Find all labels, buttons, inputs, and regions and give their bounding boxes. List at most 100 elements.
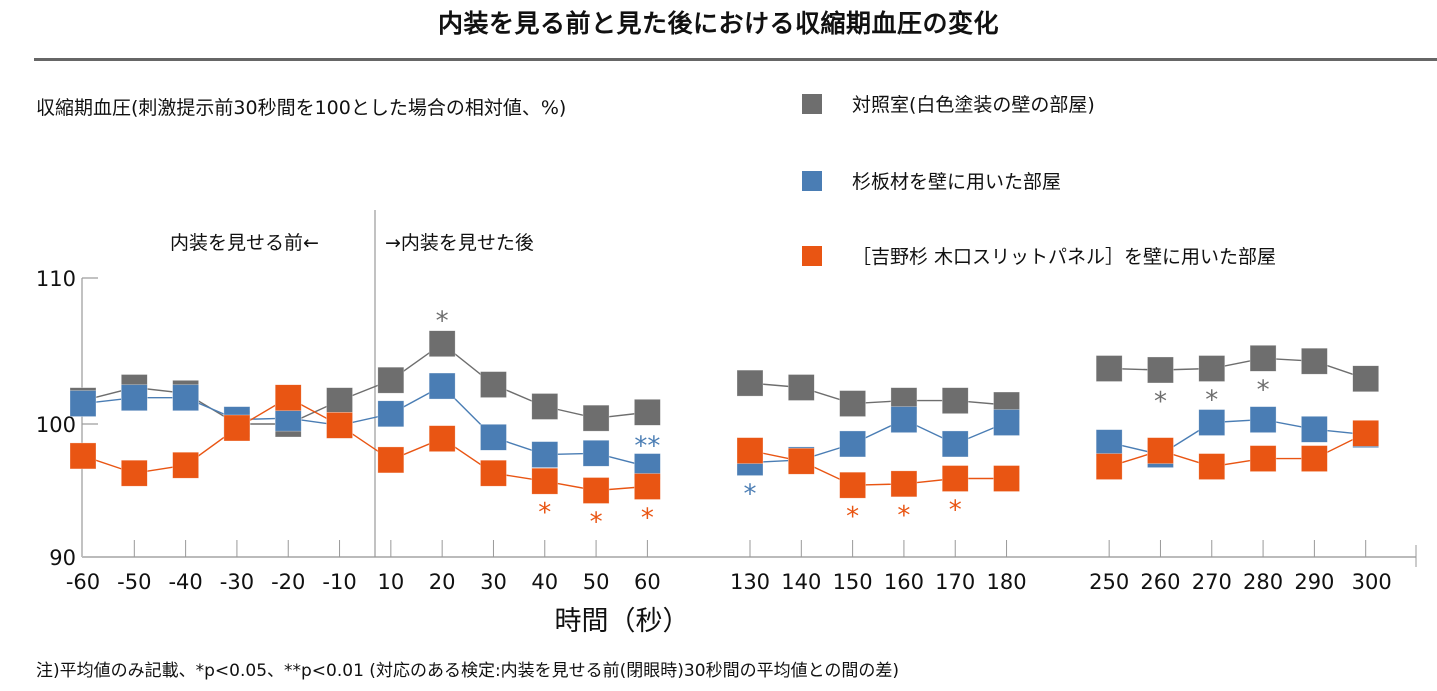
data-point-1 [1301,416,1328,443]
data-point-2 [274,384,302,412]
data-point-0 [480,371,507,398]
series-line-0 [82,342,648,425]
data-point-1 [993,409,1020,436]
data-point-1 [121,384,148,412]
data-point-2 [1301,445,1328,472]
significance-mark: * [1205,386,1218,416]
data-point-1 [1095,429,1123,456]
legend-swatch-slit-panel [802,246,822,266]
x-tick-label: 30 [480,570,507,594]
data-point-1 [890,406,918,433]
data-point-0 [941,387,969,414]
data-point-0 [839,390,866,417]
x-tick-label: -60 [66,570,100,594]
data-point-1 [531,441,559,468]
significance-mark: * [744,480,757,510]
x-axis-title: 時間（秒） [555,606,690,637]
significance-mark: * [436,307,449,337]
data-point-2 [941,465,969,492]
data-point-2 [69,442,97,470]
legend-swatch-cedar-board [802,171,822,191]
data-point-2 [736,437,764,464]
x-tick-label: 260 [1140,570,1180,594]
x-tick-label: 150 [833,570,873,594]
data-point-1 [1249,406,1277,433]
data-point-2 [377,446,405,474]
x-tick-label: -50 [117,570,151,594]
data-point-0 [1301,347,1328,375]
title-divider [34,58,1437,61]
significance-mark: * [897,501,910,531]
chart-title: 内装を見る前と見た後における収縮期血圧の変化 [437,9,999,38]
data-point-2 [223,414,251,442]
x-tick-label: 50 [583,570,610,594]
data-point-2 [121,459,148,487]
data-point-2 [1198,453,1226,480]
x-tick-label: 170 [935,570,975,594]
significance-mark: * [641,504,654,534]
significance-mark: * [846,502,859,532]
data-point-0 [428,330,456,358]
x-tick-label: 40 [531,570,558,594]
data-point-0 [326,387,353,414]
data-point-1 [377,400,405,428]
data-point-1 [172,384,199,412]
x-tick-label: 60 [634,570,661,594]
data-point-2 [890,470,918,498]
series-line-1 [82,385,648,468]
x-tick-label: 270 [1192,570,1232,594]
x-tick-label: -20 [271,570,305,594]
x-tick-label: -40 [168,570,202,594]
annotation-after: →内装を見せた後 [385,232,534,254]
x-tick-label: 160 [884,570,924,594]
legend-swatch-control [802,94,822,114]
x-tick-label: -30 [220,570,254,594]
data-point-1 [1198,409,1226,436]
x-tick-label: 250 [1089,570,1129,594]
y-tick-label-90: 90 [49,546,76,570]
data-point-0 [582,404,610,432]
significance-mark: * [590,508,603,538]
data-point-2 [326,412,353,439]
data-point-1 [69,390,97,417]
data-point-1 [480,423,507,451]
data-point-2 [172,451,199,479]
data-point-1 [582,439,610,467]
x-tick-label: 10 [377,570,404,594]
data-point-2 [839,471,866,499]
data-point-2 [1147,437,1174,464]
data-point-2 [788,447,815,475]
data-point-2 [428,425,456,452]
data-point-0 [1147,356,1174,384]
data-point-2 [634,473,661,500]
data-point-0 [1095,355,1123,382]
legend-label-slit-panel: ［吉野杉 木口スリットパネル］を壁に用いた部屋 [852,246,1277,268]
data-point-2 [582,477,610,504]
series-line-2 [82,396,648,492]
significance-mark: * [1154,387,1167,417]
data-point-0 [736,369,764,397]
significance-mark: * [949,496,962,526]
data-point-0 [1249,344,1277,372]
data-point-0 [1198,355,1226,382]
x-tick-label: -10 [322,570,356,594]
significance-mark: * [1257,375,1270,405]
x-tick-label: 140 [781,570,821,594]
y-tick-label-110: 110 [36,267,76,291]
data-point-2 [1352,420,1379,447]
data-point-1 [839,430,866,458]
x-tick-label: 20 [429,570,456,594]
legend-label-control: 対照室(白色塗装の壁の部屋) [852,94,1095,116]
data-point-1 [941,430,969,458]
legend-label-cedar-board: 杉板材を壁に用いた部屋 [852,171,1062,193]
data-point-0 [531,393,559,420]
data-point-2 [480,459,507,487]
data-point-0 [1352,365,1379,393]
y-axis-label: 収縮期血圧(刺激提示前30秒間を100とした場合の相対値、%) [36,97,567,119]
x-tick-label: 280 [1243,570,1283,594]
significance-mark: * [538,498,551,528]
data-point-0 [634,399,661,426]
footnote: 注)平均値のみ記載、*p<0.05、**p<0.01 (対応のある検定:内装を見… [36,661,900,681]
significance-mark: ** [634,432,660,462]
